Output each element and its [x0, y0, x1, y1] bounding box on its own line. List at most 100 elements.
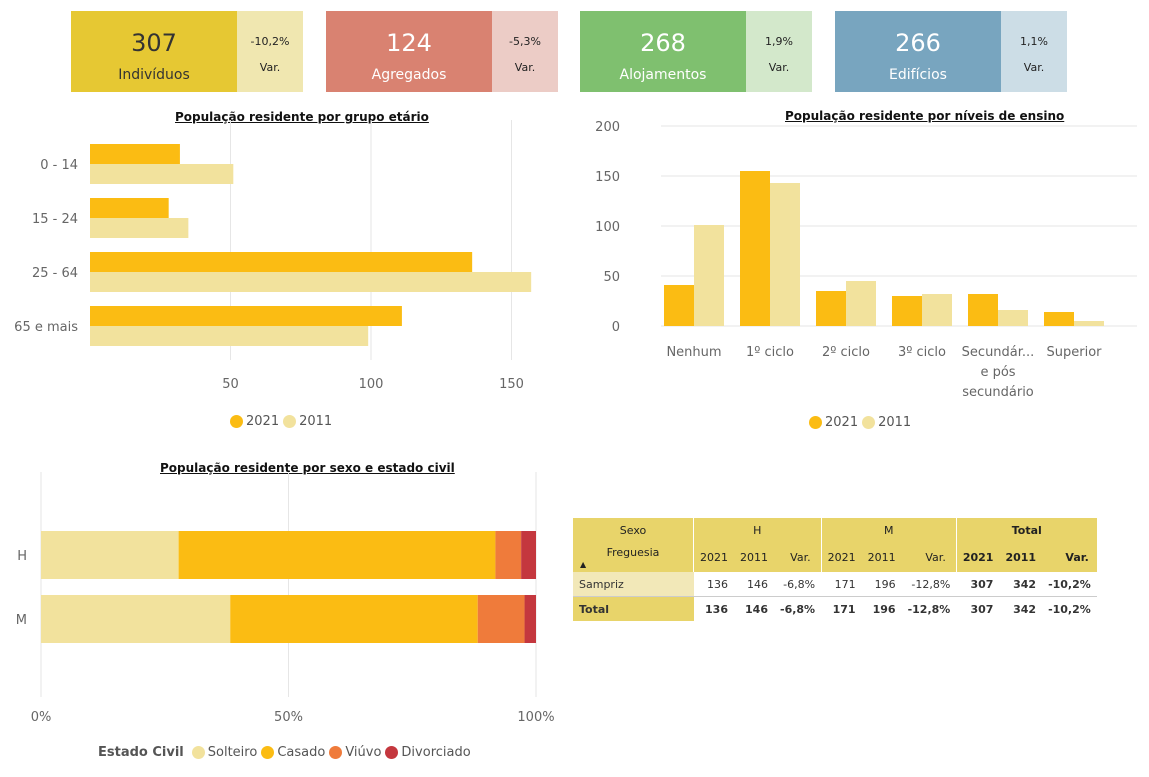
bar-2021 — [1044, 312, 1074, 326]
kpi-agregados: 124 Agregados -5,3% Var. — [326, 11, 558, 92]
kpi-label: Indivíduos — [118, 67, 190, 83]
kpi-var-label: Var. — [768, 61, 790, 74]
y-tick-label: M — [16, 613, 27, 628]
table-cell: 342 — [1013, 577, 1037, 591]
bar-segment-Viúvo — [477, 595, 525, 643]
sub-header: 2011 — [861, 542, 902, 572]
group-header-m: M — [820, 518, 957, 542]
y-tick-label: 15 - 24 — [32, 212, 78, 227]
group-header-h: H — [693, 518, 822, 542]
legend-label-divorciado: Divorciado — [401, 745, 471, 760]
bar-2011 — [998, 310, 1028, 326]
kpi-main: 268 Alojamentos — [580, 11, 746, 92]
age-chart-title: População residente por grupo etário — [175, 110, 429, 124]
row-label: Total — [573, 596, 694, 621]
y-tick-label: 65 e mais — [14, 320, 78, 335]
sub-header: 2011 — [734, 542, 774, 572]
table-cell: 136 — [705, 602, 728, 616]
x-tick-label: 2º ciclo — [822, 345, 870, 360]
bar-2011 — [90, 326, 369, 346]
kpi-var: -5,3% — [509, 35, 541, 48]
kpi-main: 307 Indivíduos — [71, 11, 237, 92]
bar-2021 — [740, 171, 770, 326]
table-row: Sampriz 136 146 -6,8% 171 196 -12,8% 307… — [573, 572, 1097, 597]
bar-2011 — [1074, 321, 1104, 326]
row-label: Sampriz — [573, 572, 694, 597]
x-tick-label: secundário — [962, 385, 1034, 400]
y-tick-label: 50 — [603, 270, 620, 285]
freguesia-header[interactable]: Freguesia ▲ — [573, 542, 694, 572]
bar-2011 — [694, 225, 724, 326]
table-subheader-row: Freguesia ▲ 2021 2011 Var. 2021 2011 Var… — [573, 542, 1097, 572]
bar-segment-Casado — [178, 531, 496, 579]
kpi-var-label: Var. — [1023, 61, 1045, 74]
table-cell: 136 — [707, 577, 728, 591]
kpi-var: -10,2% — [250, 35, 290, 48]
x-tick-label: e pós — [980, 365, 1015, 380]
kpi-var-label: Var. — [514, 61, 536, 74]
sub-header: 2021 — [693, 542, 734, 572]
kpi-var-label: Var. — [259, 61, 281, 74]
x-tick-label: Nenhum — [666, 345, 721, 360]
legend-label-viuvo: Viúvo — [345, 745, 382, 760]
matrix-table: Sexo H M Total Freguesia ▲ 2021 2011 Var… — [573, 518, 1097, 621]
legend-dot-2011 — [862, 416, 876, 429]
legend-dot-2021 — [809, 416, 822, 429]
age-group-chart: 50 100 150 0 - 14 15 - 24 25 - 64 65 e mais — [14, 120, 532, 392]
table-cell: 146 — [745, 602, 768, 616]
sub-header: Var. — [1042, 542, 1097, 572]
x-tick-label: Secundár... — [962, 345, 1035, 360]
kpi-value: 307 — [131, 29, 177, 57]
legend-label-2021: 2021 — [246, 414, 280, 429]
bar-2021 — [90, 144, 180, 164]
bar-2021 — [90, 198, 169, 218]
bar-segment-Solteiro — [41, 531, 179, 579]
x-tick-label: 100% — [517, 710, 554, 725]
legend-dot-divorciado — [385, 746, 399, 759]
bar-segment-Casado — [230, 595, 478, 643]
bar-2021 — [968, 294, 998, 326]
y-tick-label: 0 — [612, 320, 620, 335]
education-chart-title: População residente por níveis de ensino — [785, 109, 1065, 123]
sub-header: 2021 — [820, 542, 862, 572]
table-cell: 146 — [747, 577, 768, 591]
legend-label-casado: Casado — [277, 745, 326, 760]
bar-segment-Solteiro — [41, 595, 231, 643]
y-tick-label: H — [17, 549, 27, 564]
y-tick-label: 150 — [595, 170, 620, 185]
kpi-var-box: -5,3% Var. — [492, 11, 558, 92]
legend-title: Estado Civil — [98, 745, 184, 760]
y-tick-label: 100 — [595, 220, 620, 235]
legend-dot-2011 — [283, 415, 297, 428]
x-tick-label: 1º ciclo — [746, 345, 794, 360]
x-tick-label: 100 — [359, 377, 384, 392]
y-tick-label: 25 - 64 — [32, 266, 78, 281]
x-tick-label: 50 — [222, 377, 239, 392]
sub-header: 2011 — [999, 542, 1043, 572]
civil-chart-title: População residente por sexo e estado ci… — [160, 461, 455, 475]
kpi-value: 266 — [895, 29, 941, 57]
age-legend: 2021 2011 — [226, 414, 332, 429]
bar-2011 — [846, 281, 876, 326]
table-cell: 307 — [970, 602, 994, 616]
kpi-label: Agregados — [371, 67, 447, 83]
bar-2021 — [816, 291, 846, 326]
kpi-var-box: 1,1% Var. — [1001, 11, 1067, 92]
table-cell: 171 — [834, 577, 856, 591]
kpi-main: 124 Agregados — [326, 11, 492, 92]
legend-dot-2021 — [230, 415, 243, 428]
sub-header: Var. — [774, 542, 822, 572]
sexo-header: Sexo — [573, 518, 694, 542]
bar-2011 — [90, 164, 234, 184]
legend-label-2021: 2021 — [825, 415, 859, 430]
legend-dot-solteiro — [191, 746, 205, 759]
civil-legend: Estado Civil Solteiro Casado Viúvo Divor… — [98, 745, 471, 760]
table-cell: 307 — [970, 577, 994, 591]
table-header-row: Sexo H M Total — [573, 518, 1097, 542]
bar-2021 — [892, 296, 922, 326]
civil-status-chart: 0% 50% 100% H M — [16, 472, 555, 725]
legend-label-solteiro: Solteiro — [207, 745, 258, 760]
bar-2021 — [90, 252, 473, 272]
sub-header: Var. — [901, 542, 957, 572]
x-tick-label: 3º ciclo — [898, 345, 946, 360]
